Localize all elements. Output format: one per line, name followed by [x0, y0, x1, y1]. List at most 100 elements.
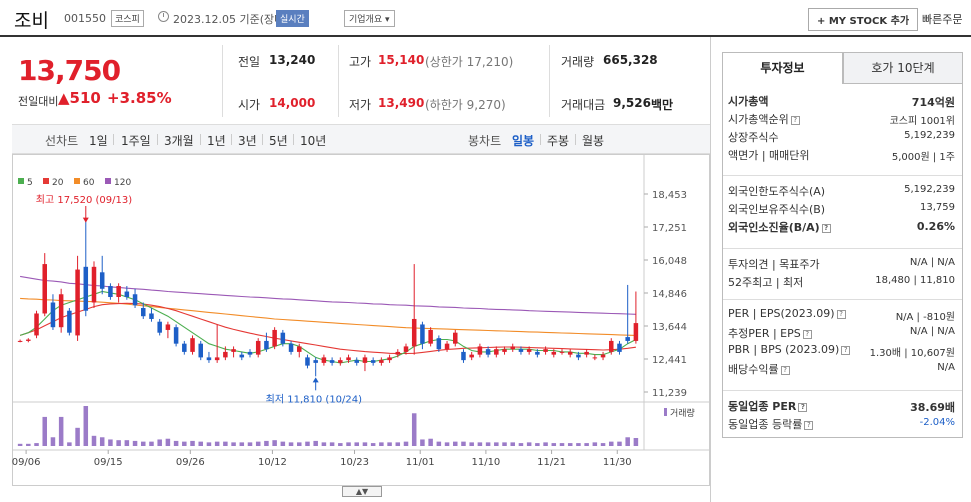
- help-icon[interactable]: ?: [798, 402, 808, 412]
- volume-bar: [83, 406, 89, 446]
- volume-bar: [75, 427, 80, 446]
- volume-value: 665,328: [603, 53, 658, 67]
- volume-bar: [190, 440, 195, 446]
- candle-body: [543, 349, 548, 352]
- low-annotation: 최저 11,810 (10/24): [266, 393, 362, 405]
- candle-body: [116, 286, 121, 298]
- low-arrow-head: [312, 377, 319, 383]
- candle-body: [141, 307, 146, 317]
- volume-bar: [403, 441, 409, 446]
- candle-body: [67, 310, 72, 333]
- help-icon[interactable]: ?: [836, 309, 846, 319]
- candle-body: [420, 324, 425, 344]
- clock-icon: [158, 11, 169, 22]
- candle-body: [362, 357, 368, 363]
- open-value: 14,000: [269, 96, 316, 110]
- info-label: 동일업종 등락률?: [728, 416, 814, 432]
- period-toolbar: [12, 124, 710, 154]
- help-icon[interactable]: ?: [821, 223, 831, 233]
- period-3m[interactable]: 3개월: [164, 134, 194, 148]
- info-label-text: 동일업종 PER: [728, 400, 797, 413]
- stock-code: 001550: [64, 12, 106, 25]
- volume-bar: [387, 442, 392, 446]
- tab-invest-info[interactable]: 투자정보: [722, 52, 843, 84]
- candle-body: [370, 360, 376, 363]
- candle-body: [494, 349, 499, 355]
- realtime-button[interactable]: 실시간: [276, 10, 309, 27]
- stock-name: 조비: [14, 10, 49, 32]
- candle-monthly[interactable]: 월봉: [582, 134, 605, 148]
- y-tick-label: 13,644: [652, 322, 687, 333]
- divider: [723, 175, 962, 176]
- volume-bar: [182, 441, 187, 446]
- volume-bar: [239, 442, 245, 446]
- y-tick-label: 12,441: [652, 355, 687, 366]
- upper-limit: (상한가 17,210): [425, 55, 514, 69]
- period-3y[interactable]: 3년: [238, 134, 257, 148]
- candle-body: [26, 339, 31, 341]
- volume-bar: [58, 416, 64, 446]
- volume-bar: [132, 440, 138, 446]
- candle-body: [502, 349, 507, 352]
- period-5y[interactable]: 5년: [269, 134, 288, 148]
- company-info-dropdown[interactable]: 기업개요 ▾: [344, 10, 395, 27]
- legend-label: 120: [114, 178, 131, 188]
- x-tick-label: 11/21: [537, 457, 566, 468]
- candle-body: [584, 351, 589, 355]
- volume-bar: [354, 442, 359, 446]
- period-10y[interactable]: 10년: [300, 134, 327, 148]
- period-1d[interactable]: 1일: [89, 134, 108, 148]
- info-value: N/A | N/A: [909, 257, 955, 268]
- help-icon[interactable]: ?: [780, 365, 790, 375]
- add-mystock-button[interactable]: + MY STOCK 추가: [808, 8, 919, 31]
- quick-order-link[interactable]: 빠른주문: [922, 13, 963, 26]
- legend-swatch: [18, 178, 24, 184]
- candle-body: [600, 354, 606, 358]
- candle-body: [387, 357, 392, 361]
- divider: [723, 299, 962, 300]
- help-icon[interactable]: ?: [841, 345, 851, 355]
- volume-bar: [453, 441, 458, 446]
- volume-bar: [600, 443, 606, 446]
- volume-bar: [157, 439, 162, 446]
- y-tick-label: 14,846: [652, 289, 687, 300]
- volume-bar: [149, 441, 154, 446]
- volume-bar: [198, 441, 203, 446]
- chart-frame: [12, 154, 710, 486]
- volume-bar: [526, 442, 532, 446]
- info-value: 38.69배: [910, 401, 955, 414]
- volume-bar: [67, 442, 72, 446]
- info-label-text: 외국인소진율(B/A): [728, 221, 820, 234]
- legend-swatch: [74, 178, 80, 184]
- info-label-text: 외국인한도주식수(A): [728, 185, 826, 198]
- candle-weekly[interactable]: 주봉: [547, 134, 570, 148]
- volume-bar: [223, 441, 228, 446]
- period-1y[interactable]: 1년: [207, 134, 226, 148]
- info-value: 5,192,239: [904, 184, 955, 195]
- price-chart[interactable]: 18,453 17,251 16,048 14,846 13,644 12,441 11,2…: [12, 154, 710, 486]
- volume-bar: [477, 442, 483, 446]
- tab-orderbook[interactable]: 호가 10단계: [843, 52, 963, 84]
- candle-body: [206, 357, 212, 361]
- help-icon[interactable]: ?: [790, 115, 800, 125]
- volume-bar: [313, 440, 318, 446]
- volume-bar: [272, 440, 277, 446]
- divider: [540, 134, 541, 145]
- chart-collapse-button[interactable]: ▲▼: [342, 486, 382, 497]
- candle-body: [83, 266, 89, 311]
- divider: [723, 248, 962, 249]
- high-annotation: 최고 17,520 (09/13): [36, 194, 132, 206]
- info-label: 배당수익률?: [728, 361, 790, 377]
- volume-bar: [576, 443, 581, 446]
- help-icon[interactable]: ?: [802, 329, 812, 339]
- volume-bar: [567, 443, 573, 446]
- candle-daily[interactable]: 일봉: [512, 134, 535, 148]
- info-label: 추정PER | EPS?: [728, 325, 812, 341]
- prev-close-label: 전일: [238, 55, 261, 69]
- lower-limit: (하한가 9,270): [425, 98, 506, 112]
- volume-bar: [444, 442, 450, 446]
- help-icon[interactable]: ?: [804, 420, 814, 430]
- x-tick-label: 11/10: [471, 457, 500, 468]
- info-label-text: 액면가 | 매매단위: [728, 149, 810, 162]
- period-1w[interactable]: 1주일: [121, 134, 151, 148]
